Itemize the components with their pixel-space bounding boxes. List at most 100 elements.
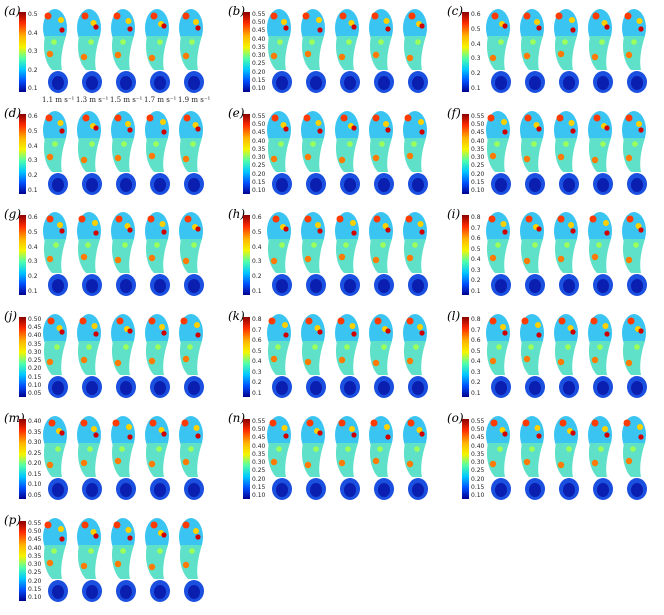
pressure-hotspot <box>488 215 496 223</box>
footprint <box>588 111 613 195</box>
panel: (h) 0.6 0.5 0.4 0.3 0.2 0.1 <box>228 207 438 305</box>
heel-core <box>154 178 166 192</box>
panel-label: (o) <box>447 411 464 425</box>
heel-core <box>412 279 424 293</box>
midfoot-region <box>369 341 392 375</box>
pressure-hotspot <box>489 357 497 365</box>
colorbar-tick-label: 0.1 <box>252 390 262 397</box>
midfoot-region <box>403 138 426 172</box>
colorbar-tick-label: 0.15 <box>252 178 266 186</box>
colorbar-tick-label: 0.30 <box>252 154 266 162</box>
pressure-hotspot <box>631 39 637 45</box>
footprint <box>301 416 326 500</box>
midfoot-region <box>43 443 66 477</box>
heel-core <box>378 381 390 395</box>
panel: (g) 0.6 0.5 0.4 0.3 0.2 0.1 <box>4 207 214 305</box>
pressure-hotspot <box>521 317 529 325</box>
pressure-hotspot <box>51 39 57 45</box>
heel-core <box>52 483 64 497</box>
pressure-hotspot <box>116 317 124 325</box>
footprint <box>111 314 136 398</box>
pressure-hotspot <box>120 39 126 45</box>
pressure-hotspot <box>182 257 190 265</box>
pressure-hotspot <box>315 222 321 228</box>
pressure-hotspot <box>59 228 65 234</box>
midfoot-region <box>520 239 543 273</box>
pressure-hotspot <box>314 325 321 331</box>
pressure-hotspot <box>93 125 99 131</box>
pressure-hotspot <box>317 430 323 436</box>
colorbar-tick-label: 0.1 <box>28 288 38 295</box>
footprint <box>622 111 647 195</box>
heel-core <box>120 279 132 293</box>
speed-label: 1.3 m s⁻¹ <box>76 96 109 104</box>
heel-core <box>86 178 98 192</box>
midfoot-region <box>179 138 202 172</box>
pressure-hotspot <box>416 427 423 433</box>
colorbar-tick-label: 0.3 <box>252 258 262 266</box>
pressure-hotspot <box>531 141 537 147</box>
footprint <box>145 314 170 398</box>
pressure-hotspot <box>626 215 634 223</box>
pressure-hotspot <box>344 344 350 350</box>
midfoot-region <box>588 443 611 477</box>
pressure-hotspot <box>148 460 156 468</box>
heel-core <box>344 381 356 395</box>
pressure-hotspot <box>44 12 52 20</box>
heel-core <box>310 178 322 192</box>
pressure-hotspot <box>82 114 90 122</box>
pressure-hotspot <box>89 141 95 147</box>
panel-label: (a) <box>4 4 21 18</box>
pressure-hotspot <box>338 253 346 261</box>
colorbar-tick-label: 0.6 <box>471 235 481 243</box>
pressure-hotspot <box>127 127 133 133</box>
heel-core <box>529 178 541 192</box>
pressure-hotspot <box>625 359 633 367</box>
pressure-hotspot <box>604 432 610 438</box>
colorbar <box>243 114 250 194</box>
pressure-hotspot <box>570 128 576 134</box>
pressure-hotspot <box>127 227 133 233</box>
midfoot-region <box>486 341 509 375</box>
pressure-hotspot <box>303 114 311 122</box>
midfoot-region <box>403 239 426 273</box>
pressure-hotspot <box>195 534 201 540</box>
pressure-hotspot <box>345 446 351 452</box>
colorbar-tick-label: 0.1 <box>471 390 481 397</box>
pressure-hotspot <box>348 20 355 26</box>
footprint <box>486 212 511 296</box>
pressure-hotspot <box>339 12 347 20</box>
panel: (i) 0.8 0.7 0.6 0.5 0.4 0.3 0.2 0.1 <box>447 207 657 305</box>
colorbar-tick-label: 0.45 <box>28 324 42 332</box>
pressure-hotspot <box>124 223 131 229</box>
pressure-hotspot <box>85 242 91 248</box>
colorbar-tick-label: 0.10 <box>252 492 266 499</box>
heel-core <box>563 381 575 395</box>
pressure-hotspot <box>123 344 129 350</box>
midfoot-region <box>179 443 202 477</box>
pressure-hotspot <box>349 323 356 329</box>
colorbar-tick-label: 0.20 <box>471 170 485 178</box>
pressure-hotspot <box>127 328 133 334</box>
midfoot-region <box>77 341 100 375</box>
pressure-hotspot <box>276 446 282 452</box>
midfoot-region <box>301 443 324 477</box>
heel-core <box>631 76 643 90</box>
heel-core <box>154 585 166 599</box>
pressure-hotspot <box>592 12 600 20</box>
pressure-hotspot <box>304 50 312 58</box>
pressure-hotspot <box>46 255 54 263</box>
footprint <box>111 111 136 195</box>
footprint <box>588 9 613 93</box>
colorbar-tick-label: 0.40 <box>252 35 266 43</box>
pressure-hotspot <box>189 548 195 554</box>
heel-core <box>188 279 200 293</box>
footprint <box>301 314 326 398</box>
footprint-row <box>43 9 204 93</box>
pressure-hotspot <box>46 461 54 469</box>
colorbar-tick-label: 0.40 <box>471 442 485 450</box>
panel: (f) 0.55 0.50 0.45 0.40 0.35 0.30 0.25 0.20 0.15 0… <box>447 106 657 204</box>
pressure-hotspot <box>625 154 633 162</box>
pressure-hotspot <box>58 526 64 532</box>
pressure-hotspot <box>148 563 156 571</box>
